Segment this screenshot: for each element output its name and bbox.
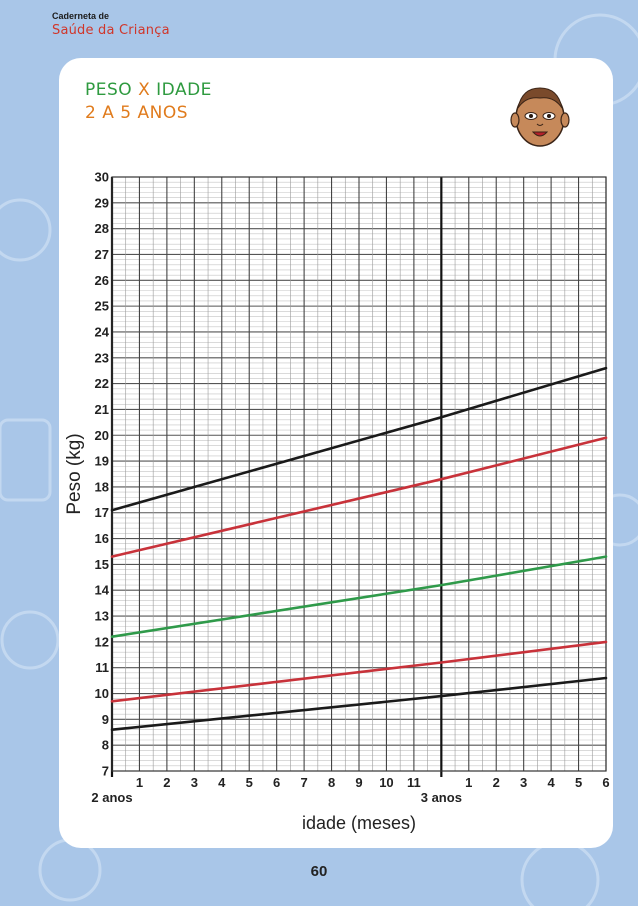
x-tick-label: 1: [136, 775, 143, 790]
chart-card: [59, 58, 613, 848]
title-idade: IDADE: [150, 80, 212, 100]
growth-curve-black: [110, 366, 608, 512]
x-tick-label: 9: [355, 775, 362, 790]
page-number: 60: [310, 863, 328, 880]
growth-curve-green: [110, 555, 608, 639]
title-x: X: [138, 80, 151, 100]
y-tick-label: 21: [95, 402, 109, 417]
y-tick-label: 23: [95, 350, 109, 365]
plot-frame: [111, 176, 607, 772]
x-tick-label: 3: [520, 775, 527, 790]
y-tick-label: 26: [95, 273, 109, 288]
x-year-label: 3 anos: [421, 790, 462, 805]
title-peso: PESO: [85, 80, 139, 100]
y-tick-label: 18: [95, 479, 109, 494]
x-year-label: 2 anos: [91, 790, 132, 805]
x-tick-label: 5: [575, 775, 582, 790]
y-tick-label: 22: [95, 376, 109, 391]
x-tick-label: 7: [300, 775, 307, 790]
weight-age-chart: 7891011121314151617181920212223242526272…: [64, 170, 610, 834]
chart-title-line1: PESO X IDADE: [85, 80, 212, 100]
y-tick-label: 19: [95, 454, 109, 469]
x-tick-label: 3: [191, 775, 198, 790]
chart-title-line2: 2 A 5 ANOS: [85, 103, 188, 123]
x-tick-label: 11: [407, 775, 421, 790]
y-tick-label: 20: [95, 428, 109, 443]
booklet-brand: Saúde da Criança: [52, 23, 170, 38]
chart-grid: [111, 176, 607, 772]
x-tick-label: 6: [273, 775, 280, 790]
y-tick-label: 17: [95, 505, 109, 520]
x-tick-label: 1: [465, 775, 472, 790]
x-tick-label: 2: [163, 775, 170, 790]
y-tick-label: 29: [95, 195, 109, 210]
y-tick-label: 11: [95, 660, 109, 675]
x-tick-label: 2: [493, 775, 500, 790]
y-tick-label: 30: [95, 170, 109, 185]
x-tick-label: 8: [328, 775, 335, 790]
booklet-header: Caderneta de Saúde da Criança: [52, 11, 170, 39]
x-tick-label: 4: [547, 775, 555, 790]
y-tick-label: 10: [95, 686, 109, 701]
y-axis-label: Peso (kg): [64, 433, 85, 514]
y-tick-label: 16: [95, 531, 109, 546]
booklet-subtitle: Caderneta de: [52, 11, 110, 21]
y-tick-label: 8: [102, 738, 109, 753]
y-tick-label: 7: [102, 764, 109, 779]
growth-curve-black: [110, 676, 608, 732]
y-tick-label: 27: [95, 247, 109, 262]
y-tick-label: 9: [102, 712, 109, 727]
baby-face-icon: [510, 87, 570, 147]
x-tick-label: 4: [218, 775, 226, 790]
x-tick-label: 6: [602, 775, 609, 790]
y-tick-label: 25: [95, 299, 109, 314]
y-tick-label: 15: [95, 557, 109, 572]
y-tick-label: 12: [95, 634, 109, 649]
x-tick-label: 5: [246, 775, 253, 790]
y-tick-label: 28: [95, 221, 109, 236]
y-tick-label: 14: [95, 583, 110, 598]
y-tick-label: 24: [95, 324, 110, 339]
growth-curve-red: [110, 436, 608, 558]
x-axis-label: idade (meses): [302, 813, 416, 833]
y-tick-label: 13: [95, 609, 109, 624]
growth-curve-red: [110, 640, 608, 703]
x-tick-label: 10: [379, 775, 393, 790]
